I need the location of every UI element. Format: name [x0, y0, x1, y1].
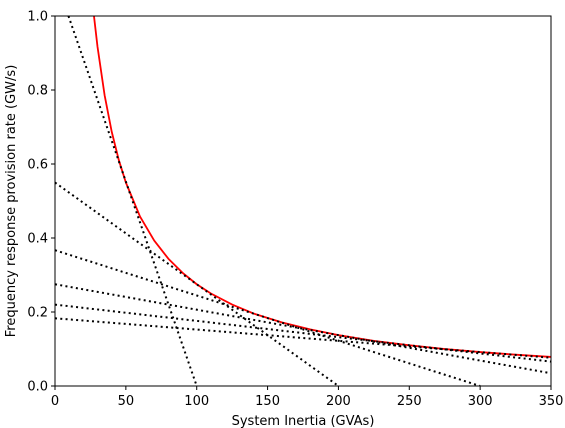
- curve-line-0: [93, 16, 551, 358]
- x-tick-label: 350: [539, 394, 564, 409]
- y-tick-label: 1.0: [27, 10, 48, 25]
- series-layer: [55, 16, 551, 386]
- tangent-line-5: [55, 303, 551, 363]
- x-tick-label: 250: [397, 394, 422, 409]
- x-axis-title: System Inertia (GVAs): [232, 414, 375, 428]
- tangent-line-3: [55, 249, 481, 386]
- tangent-line-1: [67, 16, 198, 386]
- x-tick-label: 0: [51, 394, 59, 409]
- x-tick-label: 50: [118, 394, 135, 409]
- y-tick-label: 0.0: [27, 380, 48, 395]
- y-tick-label: 0.2: [27, 306, 48, 321]
- x-tick-label: 100: [184, 394, 209, 409]
- tangent-line-6: [55, 317, 551, 359]
- x-tick-label: 300: [468, 394, 493, 409]
- x-tick-label: 200: [326, 394, 351, 409]
- y-tick-label: 0.8: [27, 84, 48, 99]
- y-axis-title: Frequency response provision rate (GW/s): [4, 65, 19, 338]
- plot-frame: [54, 15, 552, 387]
- tangent-line-4: [55, 283, 551, 375]
- ticks-layer: 0 50 100 150 200 250 300 350 0.0 0.2 0.4 0.6 0.8 1.0: [27, 10, 563, 410]
- y-tick-label: 0.6: [27, 158, 48, 173]
- x-tick-label: 150: [255, 394, 280, 409]
- y-tick-label: 0.4: [27, 232, 48, 247]
